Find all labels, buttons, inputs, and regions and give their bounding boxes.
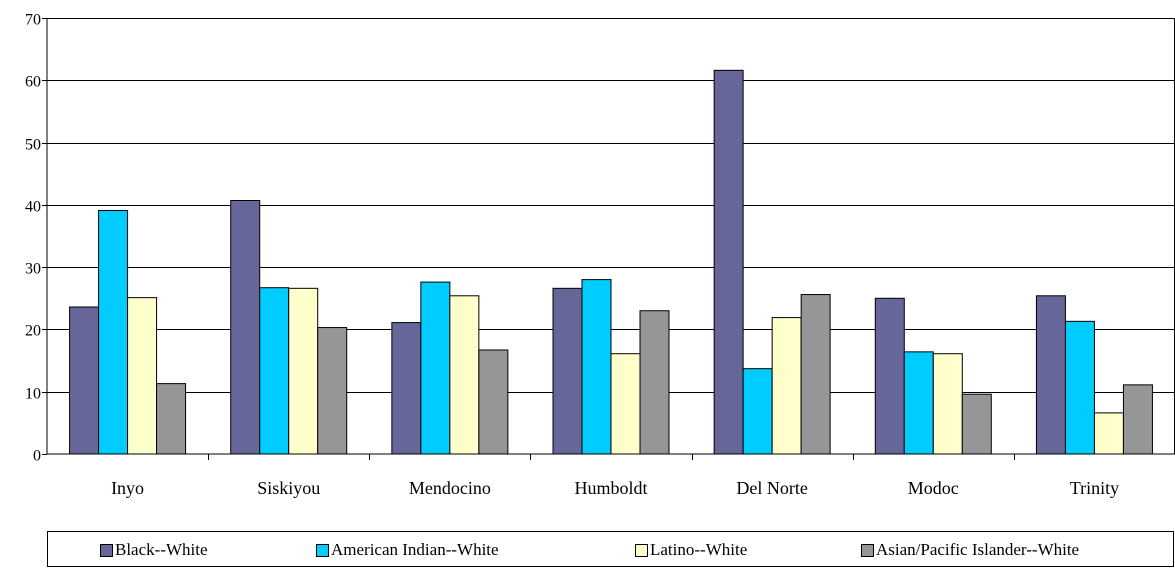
legend-item-asian-pacific-islander-white: Asian/Pacific Islander--White xyxy=(861,540,1079,560)
y-tick-label: 60 xyxy=(25,74,41,91)
bar xyxy=(713,69,744,455)
bar xyxy=(156,383,187,455)
legend-label: American Indian--White xyxy=(331,540,499,559)
bar xyxy=(449,295,480,455)
bar xyxy=(1122,384,1153,455)
x-tick-label: Inyo xyxy=(111,478,144,498)
legend-item-latino-white: Latino--White xyxy=(635,540,747,560)
bar xyxy=(610,353,641,455)
legend-item-american-indian-white: American Indian--White xyxy=(316,540,499,560)
bar xyxy=(317,327,348,455)
bar xyxy=(800,294,831,455)
bar xyxy=(581,279,612,455)
bar xyxy=(639,310,670,455)
bar xyxy=(771,317,802,455)
bar xyxy=(1093,412,1124,455)
bar xyxy=(288,287,319,455)
y-tick-label: 40 xyxy=(25,199,41,216)
y-tick-label: 0 xyxy=(33,448,41,465)
bar xyxy=(127,297,158,455)
bar xyxy=(98,209,129,455)
bars xyxy=(69,69,1153,455)
legend-swatch xyxy=(316,543,329,557)
bar xyxy=(742,368,773,455)
x-axis-ticks: Inyo Siskiyou Mendocino Humboldt Del Norte Mo… xyxy=(111,454,1119,498)
bar xyxy=(903,351,934,455)
legend-label: Asian/Pacific Islander--White xyxy=(876,540,1080,559)
x-tick-label: Modoc xyxy=(908,478,959,498)
legend-item-black-white: Black--White xyxy=(100,540,208,560)
legend: Black--White American Indian--White Lati… xyxy=(47,531,1174,567)
legend-swatch xyxy=(100,543,113,557)
bar xyxy=(69,306,100,455)
x-tick-label: Mendocino xyxy=(409,478,491,498)
y-axis-ticks: 0 10 20 30 40 50 60 70 xyxy=(25,12,47,465)
legend-label: Black--White xyxy=(115,540,208,559)
y-tick-label: 10 xyxy=(25,386,41,403)
y-tick-label: 70 xyxy=(25,12,41,29)
bar xyxy=(932,353,963,455)
bar xyxy=(478,349,509,455)
legend-swatch xyxy=(635,543,648,557)
bar xyxy=(961,393,992,455)
bar xyxy=(420,281,451,455)
x-tick-label: Humboldt xyxy=(574,478,647,498)
y-tick-label: 30 xyxy=(25,261,41,278)
legend-swatch xyxy=(861,543,874,557)
y-tick-label: 20 xyxy=(25,323,41,340)
legend-label: Latino--White xyxy=(650,540,748,559)
y-tick-label: 50 xyxy=(25,137,41,154)
bar xyxy=(230,199,261,455)
bar xyxy=(552,287,583,455)
bar xyxy=(874,297,905,455)
bar xyxy=(391,322,422,455)
bar xyxy=(1035,295,1066,455)
x-tick-label: Del Norte xyxy=(736,478,807,498)
bar xyxy=(1064,320,1095,455)
bar xyxy=(259,287,290,455)
x-tick-label: Siskiyou xyxy=(257,478,320,498)
x-tick-label: Trinity xyxy=(1070,478,1119,498)
